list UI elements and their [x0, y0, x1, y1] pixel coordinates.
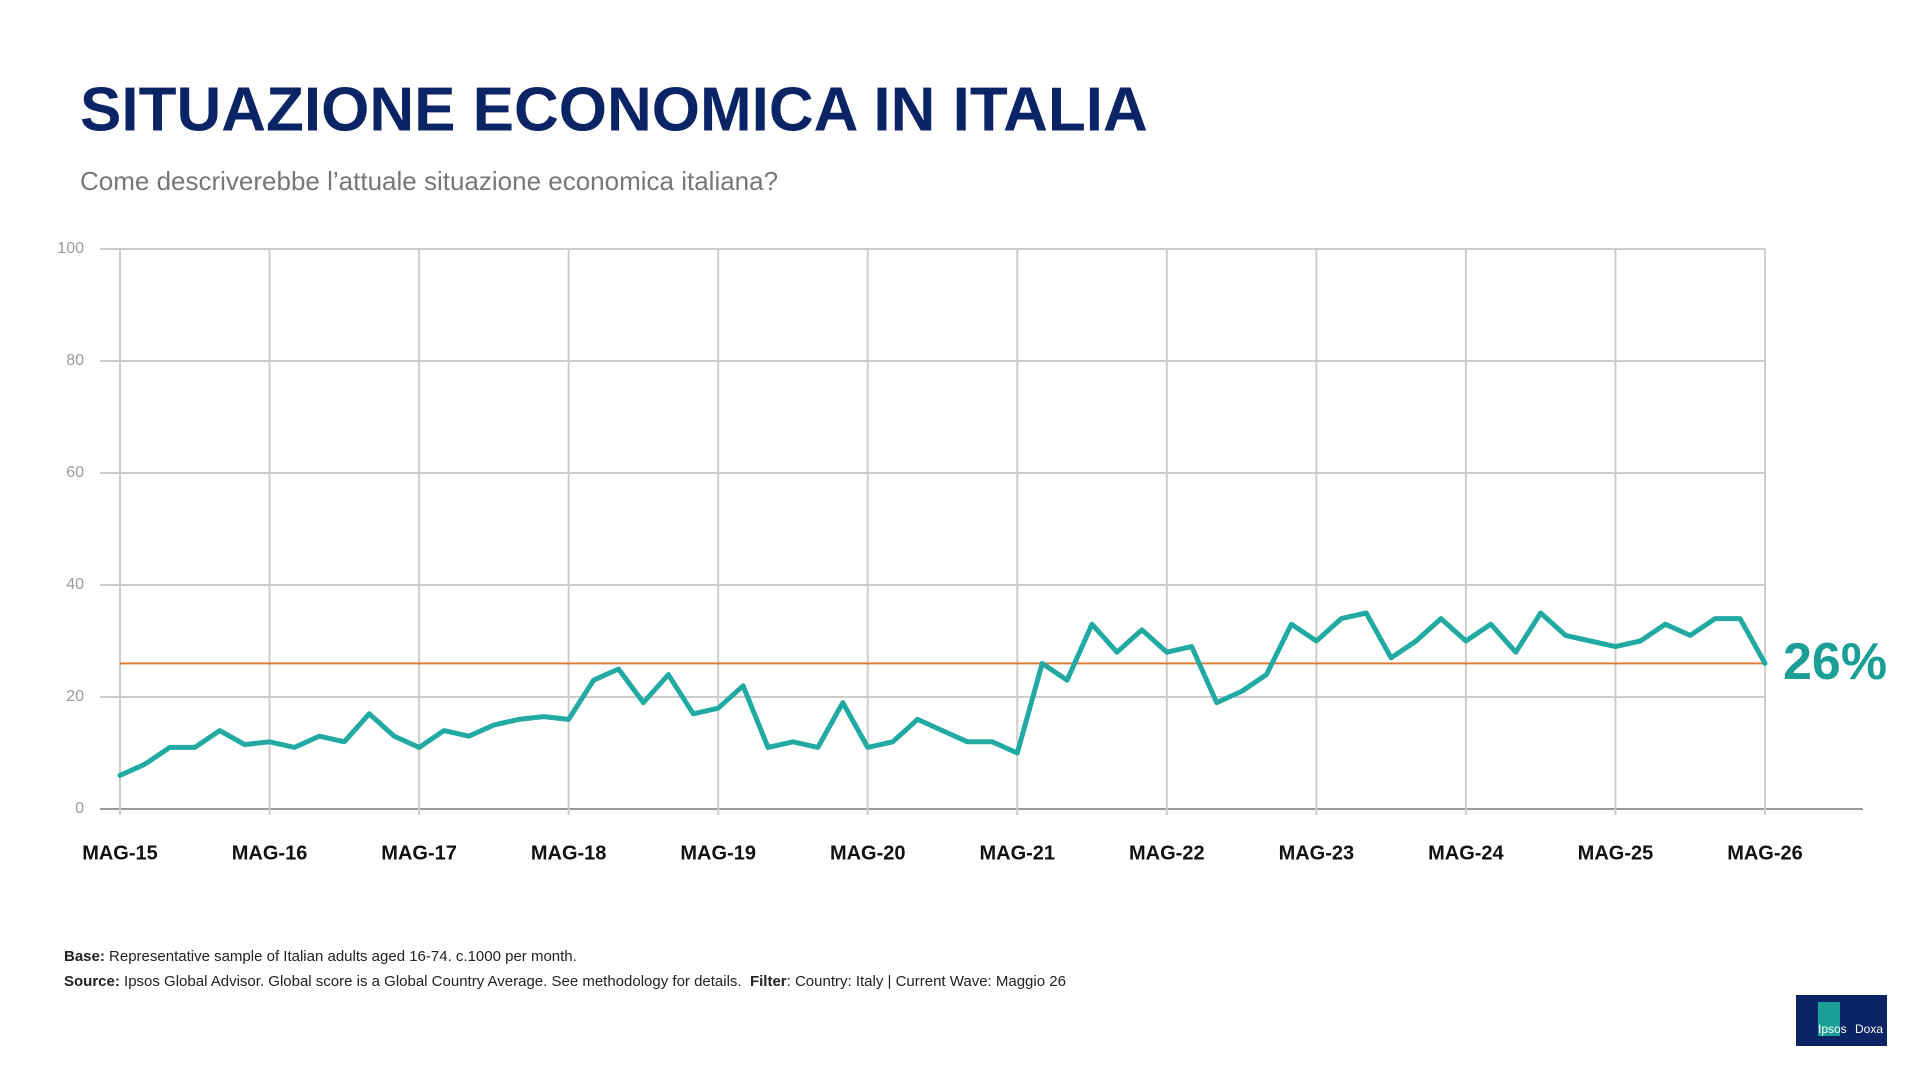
- chart-subtitle: Come descriverebbe l’attuale situazione …: [80, 166, 778, 196]
- footer-source: Source: Ipsos Global Advisor. Global sco…: [64, 973, 1066, 990]
- x-tick-label: MAG-16: [232, 842, 308, 864]
- logo-right: Doxa: [1855, 1022, 1883, 1036]
- footer-text: Representative sample of Italian adults …: [109, 948, 577, 965]
- y-tick-label: 100: [57, 240, 84, 257]
- footer-label: Base:: [64, 948, 105, 965]
- logo-mark: [1818, 1002, 1840, 1036]
- x-tick-label: MAG-20: [830, 842, 906, 864]
- x-tick-label: MAG-26: [1727, 842, 1803, 864]
- logo-left: Ipsos: [1818, 1022, 1847, 1036]
- footer-base: Base: Representative sample of Italian a…: [64, 948, 577, 965]
- footer-text: Ipsos Global Advisor. Global score is a …: [124, 973, 742, 990]
- footer-label: Filter: [749, 973, 787, 990]
- x-tick-label: MAG-23: [1279, 842, 1355, 864]
- x-tick-label: MAG-19: [680, 842, 756, 864]
- footer-label: Source:: [64, 973, 120, 990]
- x-tick-label: MAG-24: [1428, 842, 1504, 864]
- logo-box: [1796, 995, 1887, 1046]
- x-tick-label: MAG-18: [531, 842, 607, 864]
- y-tick-label: 80: [66, 352, 84, 369]
- x-tick-label: MAG-25: [1578, 842, 1654, 864]
- x-tick-label: MAG-17: [381, 842, 457, 864]
- chart-title: SITUAZIONE ECONOMICA IN ITALIA: [80, 75, 1148, 144]
- footer-text: : Country: Italy | Current Wave: Maggio …: [786, 973, 1066, 990]
- x-tick-label: MAG-22: [1129, 842, 1205, 864]
- y-tick-label: 20: [66, 688, 84, 705]
- data-line: [117, 610, 1768, 778]
- y-tick-label: 60: [66, 464, 84, 481]
- reference-label: 26%: [1783, 633, 1887, 691]
- y-tick-label: 40: [66, 576, 84, 593]
- x-tick-label: MAG-15: [82, 842, 158, 864]
- y-tick-label: 0: [75, 800, 84, 817]
- x-tick-label: MAG-21: [979, 842, 1055, 864]
